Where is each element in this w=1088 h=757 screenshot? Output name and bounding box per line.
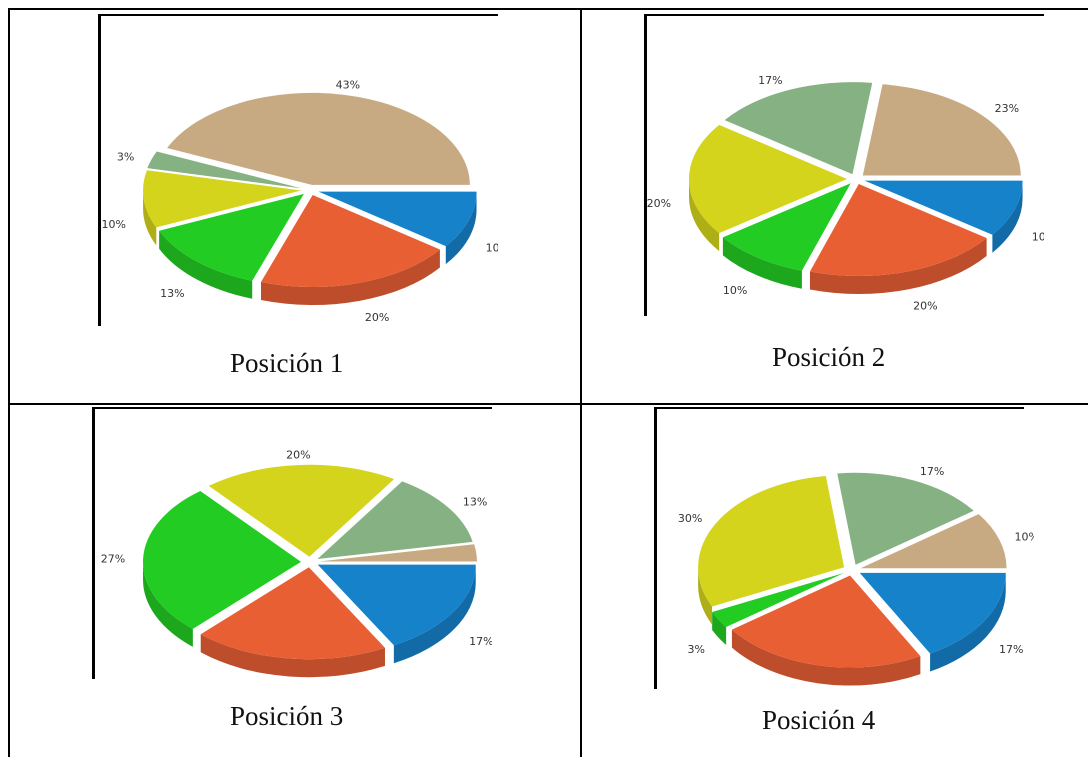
pie-slice-3 [159, 193, 304, 281]
table-border-center [580, 8, 582, 757]
pie-slice-side [698, 567, 713, 625]
pie-slice-2 [731, 575, 921, 668]
slice-label-1: 10% [486, 242, 498, 255]
pie-slice-side [731, 629, 921, 686]
caption-3: Posición 3 [230, 701, 344, 731]
pie-slice-5 [317, 481, 473, 560]
pie-slice-side [992, 180, 1023, 253]
pie-side-walls [689, 179, 1023, 294]
slice-label-2: 20% [365, 311, 389, 324]
slice-label-3: 10% [723, 284, 747, 297]
pie-chart-3: 17%20%27%20%13%3% [92, 407, 492, 679]
pie-slice-side [722, 237, 802, 289]
cell-1: 10% 20% 13% 10% 3% 43% Posición 1 [8, 8, 580, 403]
pie-slice-side [200, 634, 385, 678]
pie-slice-5 [724, 82, 873, 175]
slice-label-6: 43% [336, 79, 360, 92]
pie-slice-3 [722, 183, 851, 271]
pie-side-walls [143, 190, 477, 306]
slice-label-4: 20% [647, 197, 671, 210]
chart-frame-top [644, 14, 1044, 16]
slice-label-1: 17% [999, 643, 1023, 656]
pie-slice-4 [143, 170, 302, 228]
table-border-middle [8, 403, 1088, 405]
pie-slice-1 [864, 180, 1023, 235]
pie-slice-side [260, 249, 440, 306]
slice-label-2: 20% [913, 299, 937, 312]
pie-slice-1 [317, 564, 476, 646]
slice-label-3: 3% [688, 643, 705, 656]
caption-1: Posición 1 [230, 348, 344, 378]
pie-slice-1 [318, 191, 477, 247]
pie-slice-side [809, 238, 987, 294]
chart-frame-top [92, 407, 492, 409]
pie-slice-6 [167, 92, 470, 185]
pie-slice-side [689, 179, 720, 252]
slice-label-1: 17% [469, 635, 492, 648]
slice-label-5: 17% [920, 465, 944, 478]
pie-slice-4 [698, 475, 845, 607]
slice-label-5: 3% [117, 150, 134, 163]
slice-label-5: 13% [463, 495, 487, 508]
pie-chart-grid: 10% 20% 13% 10% 3% 43% Posición 1 10% 20% 10% 20… [8, 8, 1088, 757]
pie-slice-6 [318, 544, 477, 562]
pie-slice-2 [200, 567, 385, 660]
caption-2: Posición 2 [772, 342, 886, 372]
pie-slice-2 [809, 183, 987, 276]
pie-slice-4 [208, 464, 395, 557]
pie-slice-5 [147, 151, 302, 189]
chart-frame-top [98, 14, 498, 16]
cell-2: 10% 20% 10% 20% 17% 23% Posición 2 [582, 8, 1088, 403]
pie-slice-3 [712, 572, 845, 627]
pie-slice-side [712, 612, 727, 645]
caption-4: Posición 4 [762, 705, 876, 735]
pie-slice-3 [143, 490, 302, 629]
pie-slice-5 [837, 472, 974, 565]
slice-label-5: 17% [758, 74, 782, 87]
pie-slice-6 [862, 84, 1021, 176]
pie-side-walls [698, 567, 1006, 686]
pie-slice-side [445, 191, 477, 265]
slice-label-6: 23% [995, 102, 1019, 115]
slice-label-4: 30% [678, 512, 702, 525]
pie-side-walls [143, 561, 476, 678]
pie-slice-2 [260, 195, 440, 288]
chart-frame-left [98, 14, 101, 326]
pie-slice-side [930, 572, 1006, 672]
slice-label-1: 10% [1032, 230, 1044, 243]
chart-frame-left [654, 407, 657, 689]
slice-label-3: 27% [101, 553, 125, 566]
pie-chart-1: 10% 20% 13% 10% 3% 43% [98, 14, 498, 326]
slice-label-4: 10% [102, 218, 126, 231]
chart-frame-left [644, 14, 647, 316]
table-border-top [8, 8, 1088, 10]
chart-frame-left [92, 407, 95, 679]
cell-3: 17%20%27%20%13%3% Posición 3 [8, 405, 580, 757]
slice-label-6: 10% [1014, 531, 1034, 544]
pie-slice-side [143, 190, 157, 246]
pie-chart-4: 17%23%3%30%17%10% [654, 407, 1034, 689]
pie-chart-2: 10% 20% 10% 20% 17% 23% [644, 14, 1044, 316]
pie-slice-4 [689, 124, 847, 234]
cell-4: 17%23%3%30%17%10% Posición 4 [582, 405, 1088, 757]
slice-label-4: 20% [286, 449, 310, 462]
pie-slice-side [393, 564, 476, 664]
chart-frame-top [654, 407, 1024, 409]
pie-slice-6 [860, 514, 1007, 569]
pie-slice-side [159, 230, 253, 299]
slice-label-3: 13% [160, 287, 184, 300]
pie-slice-side [143, 561, 193, 647]
table-border-left [8, 8, 10, 757]
pie-slice-1 [859, 572, 1006, 654]
